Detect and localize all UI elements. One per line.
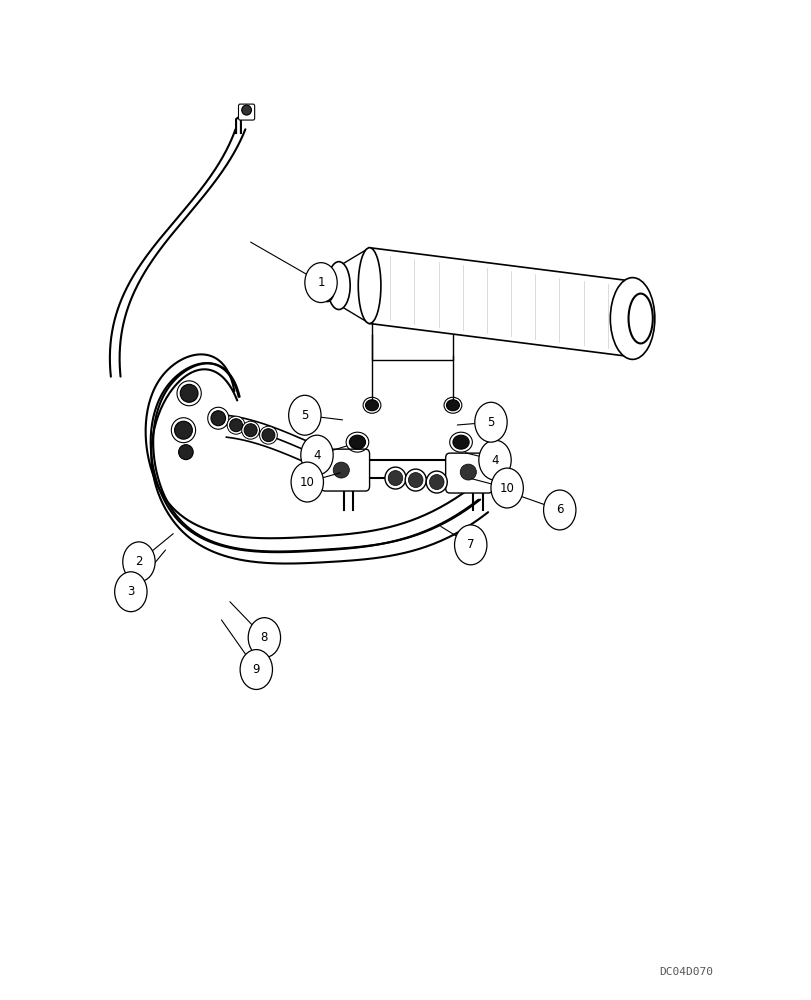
Ellipse shape xyxy=(426,471,447,493)
Ellipse shape xyxy=(320,270,334,302)
Ellipse shape xyxy=(242,105,251,115)
Text: 1: 1 xyxy=(317,276,324,289)
FancyBboxPatch shape xyxy=(445,453,492,493)
Circle shape xyxy=(114,572,147,612)
Ellipse shape xyxy=(262,429,275,442)
Ellipse shape xyxy=(177,381,201,406)
Ellipse shape xyxy=(405,469,426,491)
Ellipse shape xyxy=(227,416,245,434)
Ellipse shape xyxy=(460,464,476,480)
Circle shape xyxy=(454,525,487,565)
Circle shape xyxy=(122,542,155,582)
Ellipse shape xyxy=(180,384,198,402)
Circle shape xyxy=(491,468,523,508)
Text: 9: 9 xyxy=(252,663,260,676)
Ellipse shape xyxy=(171,418,195,443)
Text: 10: 10 xyxy=(499,482,514,495)
Ellipse shape xyxy=(365,400,378,411)
Ellipse shape xyxy=(388,471,402,486)
Circle shape xyxy=(478,440,511,480)
Ellipse shape xyxy=(408,473,423,488)
Text: 7: 7 xyxy=(466,538,474,551)
Text: 4: 4 xyxy=(491,454,498,467)
Circle shape xyxy=(304,263,337,303)
Ellipse shape xyxy=(628,294,652,343)
Ellipse shape xyxy=(429,475,444,490)
Ellipse shape xyxy=(230,419,242,432)
Ellipse shape xyxy=(260,426,277,444)
Circle shape xyxy=(474,402,507,442)
Ellipse shape xyxy=(349,435,365,449)
Circle shape xyxy=(240,650,272,689)
Circle shape xyxy=(290,462,323,502)
Circle shape xyxy=(288,395,320,435)
Ellipse shape xyxy=(211,411,225,426)
Text: 8: 8 xyxy=(260,631,268,644)
Ellipse shape xyxy=(446,400,459,411)
Text: 2: 2 xyxy=(135,555,143,568)
Text: 6: 6 xyxy=(556,503,563,516)
Ellipse shape xyxy=(358,248,380,323)
Ellipse shape xyxy=(208,407,229,429)
Ellipse shape xyxy=(178,445,193,460)
Circle shape xyxy=(543,490,575,530)
Text: DC04D070: DC04D070 xyxy=(659,967,713,977)
Ellipse shape xyxy=(333,462,349,478)
Text: 4: 4 xyxy=(313,449,320,462)
Circle shape xyxy=(248,618,281,658)
Ellipse shape xyxy=(384,467,406,489)
Ellipse shape xyxy=(610,278,654,359)
Text: 10: 10 xyxy=(299,476,315,489)
Ellipse shape xyxy=(327,262,350,310)
Ellipse shape xyxy=(174,421,192,439)
FancyBboxPatch shape xyxy=(238,104,255,120)
Circle shape xyxy=(300,435,333,475)
Text: 3: 3 xyxy=(127,585,135,598)
Ellipse shape xyxy=(242,421,260,439)
Ellipse shape xyxy=(453,435,469,449)
Ellipse shape xyxy=(244,424,257,437)
Text: 5: 5 xyxy=(301,409,308,422)
FancyBboxPatch shape xyxy=(320,449,369,491)
Text: 5: 5 xyxy=(487,416,494,429)
